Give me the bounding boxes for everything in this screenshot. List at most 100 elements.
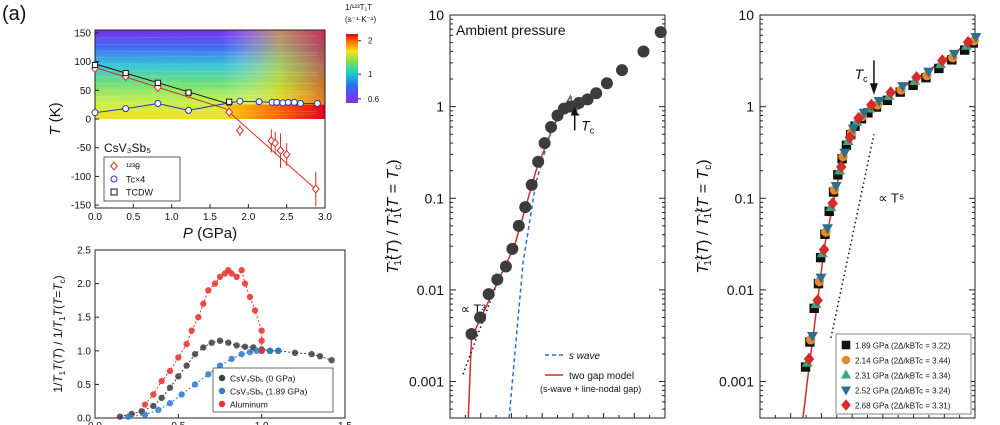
panel-label: (a) (2, 3, 26, 25)
data-point (600, 77, 613, 90)
tc-point (290, 98, 298, 106)
data-point (847, 124, 859, 135)
theta-point (235, 125, 244, 136)
theta-point (282, 149, 291, 160)
pressure-series-panel: 10 1 0.1 0.01 0.001 T-11(T) / T-11(T = Tc) ∝ T… (694, 7, 982, 419)
data-point (141, 401, 149, 408)
heatmap-streak (94, 50, 318, 54)
data-point (328, 357, 335, 364)
heatmap-streak (94, 35, 318, 39)
data-point (233, 342, 240, 349)
data-point (195, 314, 202, 321)
data-point (637, 45, 650, 58)
tc-point (273, 98, 281, 106)
tc-point (284, 98, 292, 106)
power-law-label: ∝ T⁵ (878, 190, 904, 205)
x-tick-label: 2.5 (280, 212, 294, 223)
heatmap-streak (94, 74, 318, 78)
legend-marker (110, 188, 118, 196)
data-point (125, 413, 132, 420)
chart-title: Ambient pressure (456, 22, 566, 38)
colorbar (346, 34, 358, 103)
data-point (150, 391, 157, 398)
data-point (858, 108, 870, 119)
colorbar-tick-label: 2 (368, 37, 373, 46)
data-point (835, 160, 847, 174)
two-gap-model-curve (467, 94, 584, 419)
y-axis-label: T-11(T) / T-11(T = Tc) (694, 159, 714, 273)
legend-marker (841, 355, 851, 365)
tc-label: Tc (581, 117, 595, 135)
data-point (166, 400, 174, 407)
tc-point (154, 99, 162, 107)
x-tick-label: 3.0 (318, 212, 332, 223)
ambient-pressure-panel: 10 1 0.1 0.01 0.001 T-11(T) / T-11(T = Tc) Amb… (384, 7, 667, 419)
tc-point (296, 99, 304, 107)
data-point (866, 98, 877, 112)
x-tick-label: 0.5 (171, 421, 185, 425)
data-point (581, 93, 594, 106)
y-tick-label: 0.1 (735, 190, 755, 206)
legend-label: (s-wave + line-nodal gap) (540, 384, 641, 394)
data-point (482, 288, 495, 301)
data-point (803, 352, 815, 366)
heatmap-streak (94, 113, 318, 117)
plot-frame (94, 249, 346, 419)
data-point (923, 67, 935, 78)
data-point (818, 243, 830, 256)
data-point (806, 332, 818, 342)
data-point (830, 182, 842, 192)
data-point (183, 362, 190, 369)
legend-label: two gap model (569, 371, 634, 382)
data-point (246, 293, 254, 301)
legend-marker (218, 374, 226, 382)
y-tick-label: 0.001 (719, 374, 754, 390)
y-tick-label: 50 (80, 86, 92, 97)
phase-diagram-panel: 0.0 0.5 1.0 1.5 2.0 2.5 3.0 -150 -100 -50 0 50 100 15… (47, 3, 380, 242)
data-point (233, 273, 240, 281)
data-point (141, 411, 149, 418)
heatmap-streak (94, 70, 318, 73)
data-point (291, 349, 299, 357)
theta-point (271, 138, 280, 148)
y-tick-label: 10 (738, 7, 754, 23)
data-point (200, 344, 207, 351)
legend-marker (840, 386, 852, 396)
data-point (844, 131, 856, 144)
data-point (822, 224, 833, 235)
y-tick-label: 2.0 (77, 279, 91, 290)
theta-point (225, 107, 234, 117)
tcdw-point (154, 79, 161, 86)
data-point (246, 348, 254, 356)
data-point (616, 64, 628, 77)
y-tick-label: 0.001 (409, 374, 444, 390)
legend-label: 1.89 GPa (2Δ/kBTc = 3.22) (855, 342, 951, 351)
data-point (178, 391, 185, 398)
legend-marker (218, 400, 226, 408)
legend-label: Tc×4 (126, 175, 145, 185)
data-point (308, 350, 315, 358)
data-point (812, 294, 823, 307)
data-point (216, 337, 224, 344)
colorbar-title: 1/¹²³T₁T (345, 3, 372, 12)
data-point (183, 340, 190, 348)
data-point (166, 384, 174, 391)
legend-label: 2.68 GPa (2Δ/kBTc = 3.31) (855, 402, 951, 411)
relaxation-ratio-panel: 0.0 0.5 1.0 1.5 2.0 2.5 0.0 0.5 1.0 1.5 1/T1T(T) /… (51, 246, 352, 425)
x-tick-label: 2.0 (241, 212, 255, 223)
heatmap-streak (94, 55, 318, 58)
y-tick-label: 100 (74, 57, 91, 68)
y-tick-label: 0.01 (417, 282, 444, 298)
y-tick-label: 0.5 (77, 380, 91, 391)
legend-label: ¹²³θ (126, 162, 140, 172)
data-point (506, 242, 519, 255)
data-point (166, 367, 174, 375)
heatmap-streak (94, 109, 318, 112)
data-point (238, 266, 245, 274)
y-tick-label: 1 (746, 99, 754, 115)
legend-label: 2.52 GPa (2Δ/kBTc = 3.24) (855, 387, 951, 396)
data-point (590, 87, 603, 100)
x-tick-label: 0.5 (126, 212, 140, 223)
data-point (275, 347, 282, 354)
